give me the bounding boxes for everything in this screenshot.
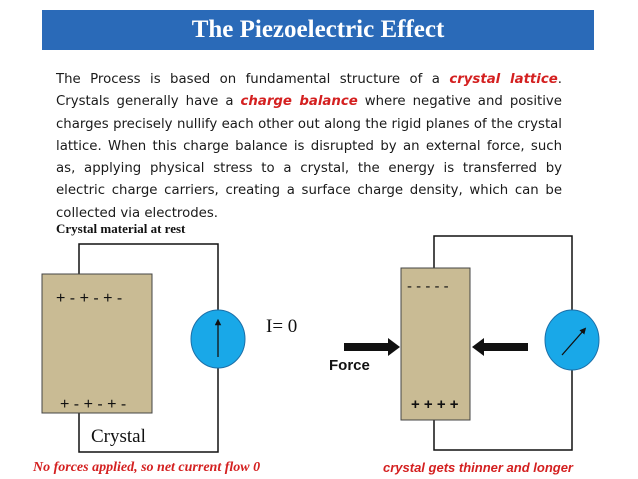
right-ammeter (544, 309, 600, 371)
left-circuit (41, 243, 246, 453)
left-crystal (41, 273, 153, 414)
right-caption: crystal gets thinner and longer (383, 460, 573, 475)
right-crystal (400, 267, 471, 421)
left-top-charges: + - + - + - (56, 290, 123, 307)
description-paragraph: The Process is based on fundamental stru… (56, 69, 562, 225)
left-bottom-charges: + - + - + - (60, 396, 127, 413)
right-ammeter-needle (561, 327, 587, 356)
highlight-charge-balance: charge balance (240, 94, 358, 110)
force-label: Force (329, 357, 370, 374)
paragraph-text-1: The Process is based on fundamental stru… (56, 72, 450, 87)
left-wire-bottom (78, 368, 219, 453)
right-bottom-charges: + + + + (411, 396, 459, 413)
page-title: The Piezoelectric Effect (191, 16, 445, 43)
right-wire-top (433, 235, 573, 310)
right-circuit (344, 235, 600, 451)
force-arrow-left (344, 338, 400, 356)
paragraph-text-2: . Crystals generally have a (56, 72, 562, 110)
current-label: I= 0 (266, 316, 298, 337)
title-bar: The Piezoelectric Effect (42, 10, 594, 50)
right-wire-bottom (433, 370, 573, 451)
right-top-charges: - - - - - (407, 278, 449, 295)
rest-heading: Crystal material at rest (56, 221, 186, 236)
left-wire-top (78, 243, 219, 310)
highlight-crystal-lattice: crystal lattice (449, 72, 558, 87)
force-arrow-right (472, 338, 528, 356)
paragraph-text-3: where negative and positive charges prec… (56, 94, 562, 221)
crystal-label: Crystal (91, 426, 146, 447)
left-caption: No forces applied, so net current flow 0 (33, 460, 261, 475)
